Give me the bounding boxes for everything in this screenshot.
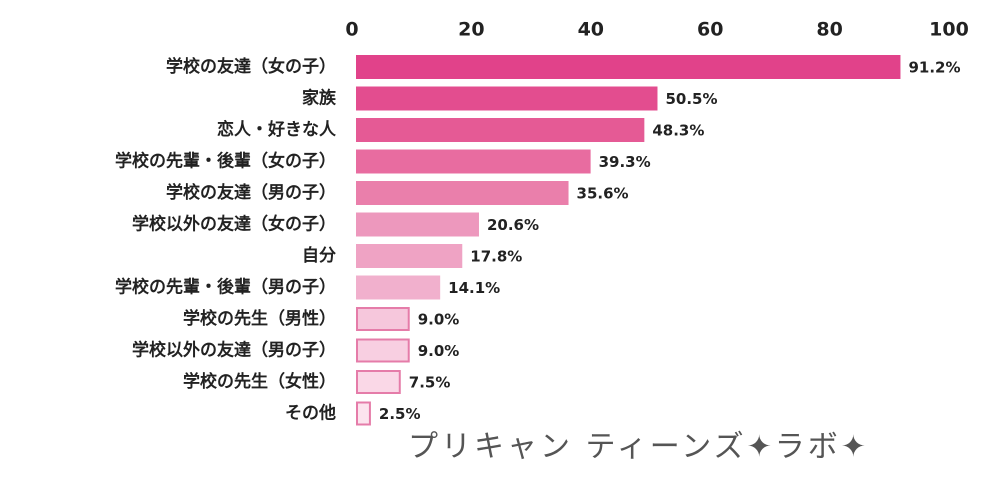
x-tick-label: 40 [578,19,604,41]
watermark: プリキャン ティーンズ✦ラボ✦ [408,430,869,465]
bar [356,55,901,79]
category-label: 学校の先輩・後輩（男の子） [115,277,336,298]
category-label: 自分 [302,245,336,266]
value-label: 9.0% [418,311,460,329]
bar [356,338,410,363]
value-label: 50.5% [665,90,717,108]
value-label: 9.0% [418,342,460,360]
bar [356,370,401,394]
category-label: 学校の先輩・後輩（女の子） [115,151,336,172]
category-label: 学校の友達（女の子） [166,56,336,77]
category-label: 学校の先生（女性） [183,371,336,392]
value-label: 17.8% [470,248,522,266]
category-label: 学校の先生（男性） [183,308,336,329]
value-label: 7.5% [409,374,451,392]
category-label: 学校以外の友達（男の子） [132,340,336,361]
value-label: 48.3% [652,122,704,140]
category-label: その他 [285,403,336,424]
value-label: 39.3% [599,153,651,171]
bar [356,275,441,300]
bar [356,149,591,174]
value-label: 91.2% [908,59,960,77]
bar [356,307,410,331]
bar [356,118,645,142]
bar [356,244,463,268]
value-label: 35.6% [577,185,629,203]
category-label: 学校以外の友達（女の子） [132,214,336,235]
value-label: 14.1% [448,279,500,297]
bar [356,181,569,205]
value-label: 2.5% [379,405,421,423]
x-tick-label: 20 [458,19,484,41]
bar [356,86,658,111]
x-tick-label: 0 [345,19,358,41]
x-tick-label: 100 [929,19,969,41]
x-tick-label: 80 [816,19,842,41]
category-label: 恋人・好きな人 [217,119,337,140]
bar [356,212,479,237]
x-tick-label: 60 [697,19,723,41]
category-label: 家族 [302,88,337,109]
category-label: 学校の友達（男の子） [166,182,336,203]
bar [356,401,371,426]
value-label: 20.6% [487,216,539,234]
